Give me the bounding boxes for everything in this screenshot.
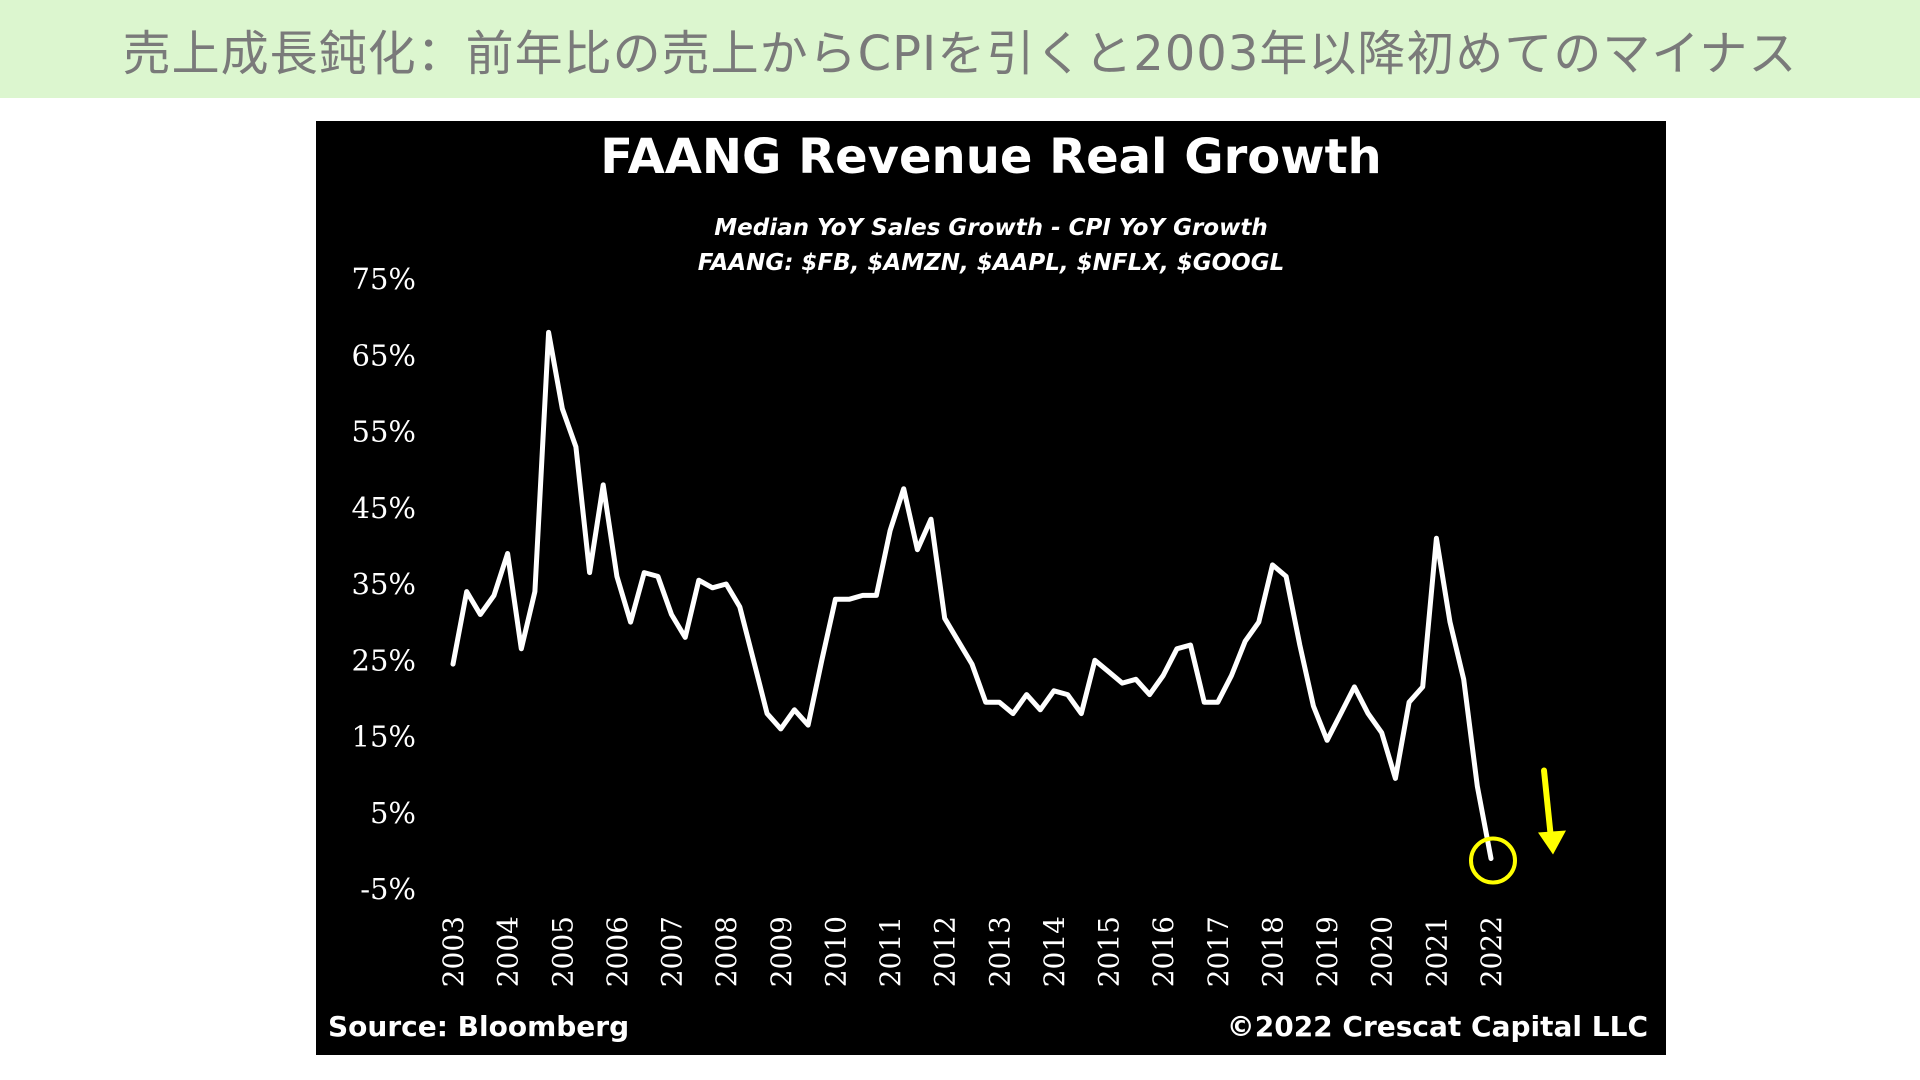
series-layer — [450, 329, 1494, 861]
x-tick-label: 2006 — [601, 916, 634, 987]
series-line — [450, 329, 1494, 861]
x-axis-labels: 2003 2004 2005 2006 2007 2008 2009 2010 2011 2012… — [437, 916, 1508, 987]
chart-subtitle-line-2: FAANG: $FB, $AMZN, $AAPL, $NFLX, $GOOGL — [698, 250, 1285, 276]
y-tick-label: 5% — [370, 796, 416, 830]
x-tick-label: 2014 — [1038, 916, 1071, 987]
annotation-layer — [1469, 767, 1566, 885]
x-tick-label: 2012 — [929, 916, 962, 987]
y-tick-label: 35% — [352, 567, 416, 601]
chart-title: FAANG Revenue Real Growth — [600, 129, 1381, 185]
x-tick-label: 2019 — [1311, 916, 1344, 987]
banner-title: 売上成長鈍化：前年比の売上からCPIを引くと2003年以降初めてのマイナス — [122, 26, 1798, 82]
y-tick-label: 45% — [352, 491, 416, 525]
y-tick-label: 25% — [352, 643, 416, 677]
x-tick-label: 2021 — [1420, 916, 1453, 987]
y-tick-label: 55% — [352, 415, 416, 449]
x-tick-label: 2016 — [1147, 916, 1180, 987]
y-tick-label: 65% — [352, 338, 416, 372]
x-tick-label: 2009 — [765, 916, 798, 987]
x-tick-label: 2015 — [1093, 916, 1126, 987]
chart-svg: FAANG Revenue Real Growth Median YoY Sal… — [328, 129, 1648, 1043]
x-tick-label: 2017 — [1202, 916, 1235, 987]
down-arrow-icon — [1538, 830, 1566, 855]
x-tick-label: 2004 — [492, 916, 525, 987]
y-axis-labels: 75% 65% 55% 45% 35% 25% 15% 5% -5% — [352, 262, 416, 906]
x-tick-label: 2020 — [1366, 916, 1399, 987]
y-tick-label: 15% — [352, 720, 416, 754]
y-tick-label: -5% — [360, 872, 416, 906]
x-tick-label: 2011 — [874, 916, 907, 987]
copyright-note: ©2022 Crescat Capital LLC — [1227, 1010, 1648, 1043]
x-tick-label: 2022 — [1475, 916, 1508, 987]
y-tick-label: 75% — [352, 262, 416, 296]
source-note: Source: Bloomberg — [328, 1010, 629, 1043]
x-tick-label: 2010 — [819, 916, 852, 987]
x-tick-label: 2007 — [656, 916, 689, 987]
down-arrow-shaft — [1541, 767, 1554, 842]
header-banner: 売上成長鈍化：前年比の売上からCPIを引くと2003年以降初めてのマイナス — [0, 0, 1920, 98]
x-tick-label: 2003 — [437, 916, 470, 987]
x-tick-label: 2005 — [546, 916, 579, 987]
chart-subtitle-line-1: Median YoY Sales Growth - CPI YoY Growth — [714, 215, 1267, 241]
x-tick-label: 2013 — [983, 916, 1016, 987]
chart-panel: FAANG Revenue Real Growth Median YoY Sal… — [316, 121, 1666, 1055]
x-tick-label: 2018 — [1256, 916, 1289, 987]
x-tick-label: 2008 — [710, 916, 743, 987]
highlight-circle — [1469, 836, 1517, 885]
